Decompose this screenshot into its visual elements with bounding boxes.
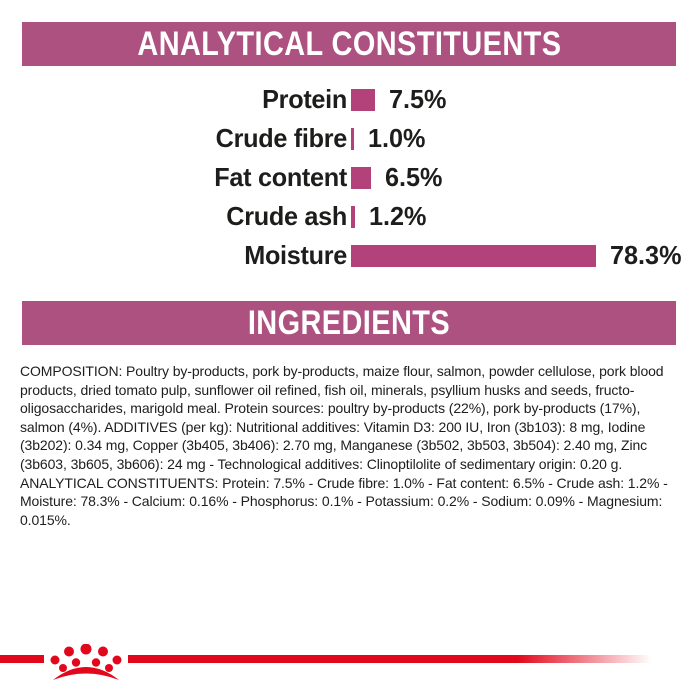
chart-label: Crude fibre	[10, 123, 347, 154]
footer-red-line-right	[128, 655, 668, 663]
chart-value: 7.5%	[389, 84, 446, 115]
chart-bar	[351, 128, 354, 150]
chart-row-protein: Protein 7.5%	[0, 80, 700, 119]
analytical-constituents-header: ANALYTICAL CONSTITUENTS	[22, 22, 676, 66]
chart-bar	[351, 167, 371, 189]
chart-value: 6.5%	[385, 162, 442, 193]
chart-label: Fat content	[10, 162, 347, 193]
chart-row-crude-fibre: Crude fibre 1.0%	[0, 119, 700, 158]
composition-text: COMPOSITION: Poultry by-products, pork b…	[20, 362, 679, 529]
chart-label: Moisture	[10, 240, 347, 271]
chart-row-fat-content: Fat content 6.5%	[0, 158, 700, 197]
royal-canin-crown-icon	[47, 644, 125, 684]
chart-bar	[351, 245, 596, 267]
footer-red-line-left	[0, 655, 44, 663]
chart-row-crude-ash: Crude ash 1.2%	[0, 197, 700, 236]
chart-value: 1.0%	[368, 123, 425, 154]
chart-label: Crude ash	[10, 201, 347, 232]
ingredients-title: INGREDIENTS	[248, 304, 450, 343]
analytical-bar-chart: Protein 7.5% Crude fibre 1.0% Fat conten…	[0, 80, 700, 275]
ingredients-header: INGREDIENTS	[22, 301, 676, 345]
chart-row-moisture: Moisture 78.3%	[0, 236, 700, 275]
chart-label: Protein	[10, 84, 347, 115]
chart-bar	[351, 89, 375, 111]
chart-bar	[351, 206, 355, 228]
analytical-constituents-title: ANALYTICAL CONSTITUENTS	[137, 25, 561, 64]
chart-value: 1.2%	[369, 201, 426, 232]
chart-value: 78.3%	[610, 240, 682, 271]
